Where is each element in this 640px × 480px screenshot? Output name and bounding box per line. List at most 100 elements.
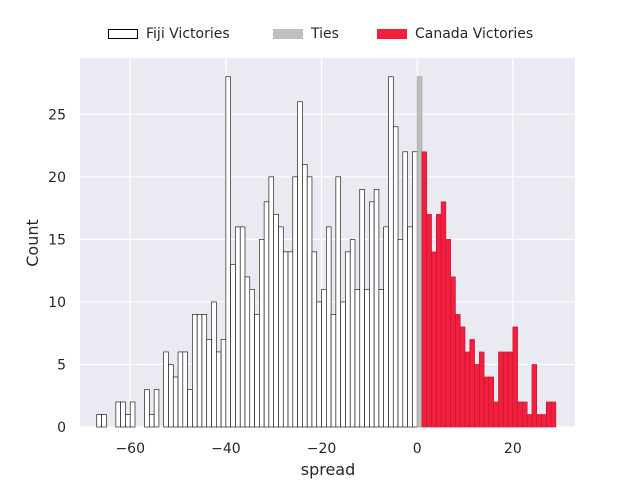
histogram-bar — [182, 351, 188, 428]
histogram-bar — [445, 239, 451, 428]
legend-item-ties: Ties — [273, 26, 339, 42]
histogram-bar — [464, 351, 471, 428]
histogram-bar — [526, 414, 533, 428]
histogram-bar — [550, 401, 557, 428]
histogram-bar — [149, 414, 155, 428]
histogram-bar — [96, 414, 102, 428]
legend-item-canada: Canada Victories — [377, 26, 533, 42]
histogram-bar — [311, 251, 318, 428]
histogram-bar — [220, 339, 227, 428]
series-canada-victories — [421, 151, 557, 428]
histogram-bar — [216, 351, 222, 428]
histogram-bar — [378, 289, 384, 428]
histogram-bar — [450, 276, 456, 428]
histogram-bar — [168, 364, 174, 428]
x-tick-labels: −60 −40 −20 0 20 — [115, 441, 521, 457]
histogram-bar — [483, 376, 490, 428]
histogram-bar — [531, 364, 538, 428]
legend: Fiji Victories Ties Canada Victories — [0, 26, 640, 46]
histogram-bar — [282, 251, 289, 428]
x-axis-label: spread — [301, 460, 356, 479]
histogram-bar — [211, 301, 217, 428]
y-tick-label: 25 — [48, 107, 66, 123]
histogram-bar — [263, 201, 270, 428]
histogram-bar — [235, 226, 241, 428]
histogram-bar — [493, 401, 499, 428]
histogram-bar — [292, 176, 298, 428]
histogram-bar — [297, 101, 303, 428]
histogram-bar — [469, 339, 475, 428]
histogram-bar — [172, 376, 179, 428]
histogram-bar — [407, 226, 413, 428]
histogram-bar — [388, 76, 394, 428]
histogram-bar — [321, 289, 327, 428]
y-tick-label: 5 — [57, 357, 66, 373]
y-tick-label: 15 — [48, 232, 66, 248]
x-tick-label: −20 — [307, 441, 337, 457]
histogram-bar — [287, 251, 294, 428]
histogram-bar — [354, 289, 361, 428]
y-tick-label: 10 — [48, 295, 66, 311]
y-tick-label: 0 — [57, 420, 66, 436]
histogram-bar — [349, 239, 356, 428]
histogram-bar — [125, 414, 131, 428]
histogram-bar — [359, 189, 365, 428]
histogram-bar — [278, 226, 284, 428]
histogram-bar — [479, 351, 485, 428]
y-axis-label: Count — [23, 219, 42, 267]
histogram-bar — [440, 201, 447, 428]
histogram-bar — [302, 164, 308, 428]
x-tick-label: −40 — [211, 441, 241, 457]
histogram-bar — [397, 239, 404, 428]
histogram-bar — [192, 314, 198, 428]
histogram-bar — [230, 264, 236, 428]
histogram-bar — [474, 364, 480, 428]
y-tick-labels: 0 5 10 15 20 25 — [48, 107, 66, 436]
histogram-bar — [412, 151, 418, 428]
y-tick-label: 20 — [48, 170, 66, 186]
histogram-bar — [316, 301, 322, 428]
histogram-bar — [340, 301, 346, 428]
histogram-bar — [335, 176, 341, 428]
series-fiji-victories — [96, 76, 418, 428]
series-ties — [416, 76, 423, 428]
legend-label-fiji: Fiji Victories — [146, 26, 230, 42]
histogram-bar — [163, 351, 169, 428]
histogram-bar — [392, 126, 399, 428]
histogram-bar — [177, 351, 184, 428]
histogram-bar — [502, 351, 509, 428]
histogram-bar — [201, 314, 208, 428]
histogram-bar — [187, 389, 193, 428]
histogram-bar — [306, 176, 313, 428]
histogram-bar — [536, 414, 542, 428]
histogram-bar — [273, 214, 279, 428]
histogram-bar — [373, 189, 380, 428]
histogram-bar — [225, 76, 231, 428]
histogram-bar — [153, 389, 160, 428]
histogram-bar — [431, 251, 437, 428]
histogram-bar — [268, 176, 274, 428]
histogram-bar — [383, 226, 389, 428]
histogram-bar — [436, 214, 442, 428]
legend-item-fiji: Fiji Victories — [108, 26, 230, 42]
histogram-bar — [129, 401, 136, 428]
histogram-bar — [455, 314, 461, 428]
histogram-bar — [120, 401, 126, 428]
histogram-bar — [244, 276, 251, 428]
legend-label-ties: Ties — [311, 26, 339, 42]
histogram-bar — [101, 414, 107, 428]
histogram-bars — [96, 76, 557, 428]
histogram-bar — [402, 151, 408, 428]
histogram-bar — [330, 314, 337, 428]
legend-swatch-canada — [377, 29, 407, 39]
x-tick-label: −60 — [115, 441, 145, 457]
histogram-bar — [115, 401, 121, 428]
legend-swatch-ties — [273, 29, 303, 39]
histogram-bar — [512, 326, 518, 428]
histogram-bar — [488, 376, 494, 428]
histogram-bar — [416, 76, 423, 428]
histogram-bar — [196, 314, 203, 428]
histogram-bar — [206, 339, 212, 428]
legend-label-canada: Canada Victories — [415, 26, 534, 42]
